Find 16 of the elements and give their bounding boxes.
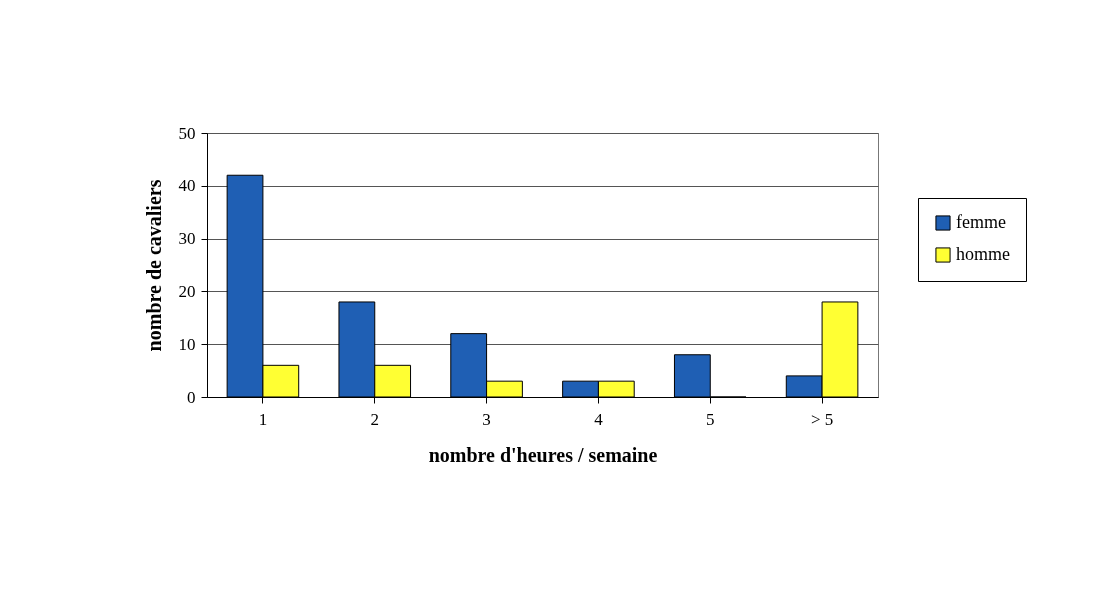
y-axis-title: nombre de cavaliers xyxy=(142,179,165,352)
y-tick-label: 20 xyxy=(178,281,196,301)
x-tick-label: 2 xyxy=(370,409,379,429)
x-tick-label: > 5 xyxy=(810,409,834,429)
y-tick-label: 30 xyxy=(178,229,196,249)
x-tick-label: 5 xyxy=(706,409,715,429)
legend-label: homme xyxy=(956,244,1010,264)
y-tick-label: 50 xyxy=(178,123,196,143)
y-tick-label: 40 xyxy=(178,176,196,196)
x-tick-label: 3 xyxy=(482,409,491,429)
y-tick-label: 10 xyxy=(178,334,196,354)
x-tick-label: 1 xyxy=(258,409,268,429)
legend-label: femme xyxy=(956,212,1006,232)
x-axis-title: nombre d'heures / semaine xyxy=(428,443,658,466)
x-tick-label: 4 xyxy=(594,409,604,429)
y-tick-label: 0 xyxy=(187,387,196,407)
